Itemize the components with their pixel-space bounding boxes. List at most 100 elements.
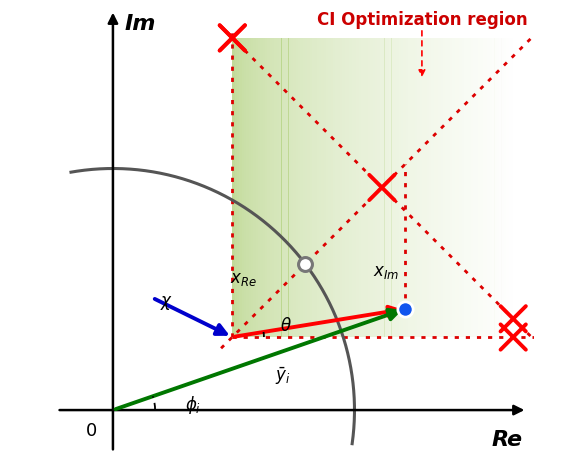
Bar: [286, 38, 288, 337]
Bar: [478, 38, 481, 337]
Bar: [303, 38, 305, 337]
Bar: [366, 38, 368, 337]
Bar: [310, 38, 312, 337]
Bar: [324, 38, 326, 337]
Bar: [338, 38, 340, 337]
Bar: [232, 38, 235, 337]
Bar: [426, 38, 429, 337]
Bar: [354, 38, 356, 337]
Bar: [506, 38, 509, 337]
Bar: [460, 38, 462, 337]
Bar: [359, 38, 361, 337]
Text: CI Optimization region: CI Optimization region: [317, 11, 527, 29]
Bar: [312, 38, 314, 337]
Bar: [291, 38, 293, 337]
Bar: [361, 38, 363, 337]
Bar: [490, 38, 492, 337]
Bar: [242, 38, 244, 337]
Bar: [481, 38, 483, 337]
Bar: [419, 38, 422, 337]
Bar: [415, 38, 418, 337]
Bar: [349, 38, 352, 337]
Bar: [270, 38, 272, 337]
Bar: [342, 38, 345, 337]
Bar: [495, 38, 497, 337]
Bar: [331, 38, 333, 337]
Bar: [321, 38, 324, 337]
Bar: [356, 38, 359, 337]
Bar: [373, 38, 375, 337]
Bar: [382, 38, 384, 337]
Bar: [384, 38, 387, 337]
Bar: [403, 38, 405, 337]
Bar: [296, 38, 298, 337]
Bar: [424, 38, 427, 337]
Bar: [251, 38, 253, 337]
Bar: [422, 38, 425, 337]
Bar: [326, 38, 328, 337]
Bar: [239, 38, 242, 337]
Bar: [368, 38, 370, 337]
Bar: [370, 38, 373, 337]
Bar: [439, 38, 441, 337]
Bar: [284, 38, 286, 337]
Bar: [429, 38, 432, 337]
Bar: [398, 38, 401, 337]
Bar: [258, 38, 260, 337]
Bar: [300, 38, 303, 337]
Bar: [281, 38, 284, 337]
Bar: [450, 38, 453, 337]
Bar: [380, 38, 382, 337]
Bar: [453, 38, 455, 337]
Bar: [476, 38, 478, 337]
Bar: [340, 38, 342, 337]
Bar: [443, 38, 446, 337]
Bar: [237, 38, 239, 337]
Bar: [389, 38, 391, 337]
Bar: [433, 38, 436, 337]
Bar: [272, 38, 274, 337]
Bar: [488, 38, 490, 337]
Bar: [509, 38, 511, 337]
Bar: [288, 38, 291, 337]
Bar: [375, 38, 377, 337]
Text: 0: 0: [86, 422, 98, 440]
Bar: [448, 38, 450, 337]
Bar: [328, 38, 331, 337]
Bar: [277, 38, 279, 337]
Bar: [502, 38, 504, 337]
Text: Re: Re: [492, 430, 523, 450]
Bar: [474, 38, 476, 337]
Text: $\phi_i$: $\phi_i$: [185, 394, 201, 415]
Text: $x_{Im}$: $x_{Im}$: [373, 264, 399, 281]
Bar: [405, 38, 408, 337]
Bar: [499, 38, 502, 337]
Bar: [260, 38, 263, 337]
Bar: [347, 38, 349, 337]
Text: Im: Im: [124, 14, 155, 34]
Bar: [335, 38, 338, 337]
Text: $x_{Re}$: $x_{Re}$: [230, 271, 257, 288]
Bar: [263, 38, 265, 337]
Bar: [464, 38, 467, 337]
Bar: [314, 38, 317, 337]
Bar: [274, 38, 277, 337]
Bar: [471, 38, 474, 337]
Bar: [483, 38, 485, 337]
Bar: [279, 38, 281, 337]
Bar: [394, 38, 396, 337]
Bar: [497, 38, 499, 337]
Bar: [401, 38, 403, 337]
Bar: [467, 38, 469, 337]
Bar: [307, 38, 310, 337]
Bar: [492, 38, 495, 337]
Bar: [469, 38, 471, 337]
Bar: [293, 38, 296, 337]
Bar: [333, 38, 335, 337]
Bar: [511, 38, 513, 337]
Bar: [265, 38, 267, 337]
Bar: [246, 38, 249, 337]
Bar: [305, 38, 307, 337]
Bar: [485, 38, 488, 337]
Bar: [317, 38, 319, 337]
